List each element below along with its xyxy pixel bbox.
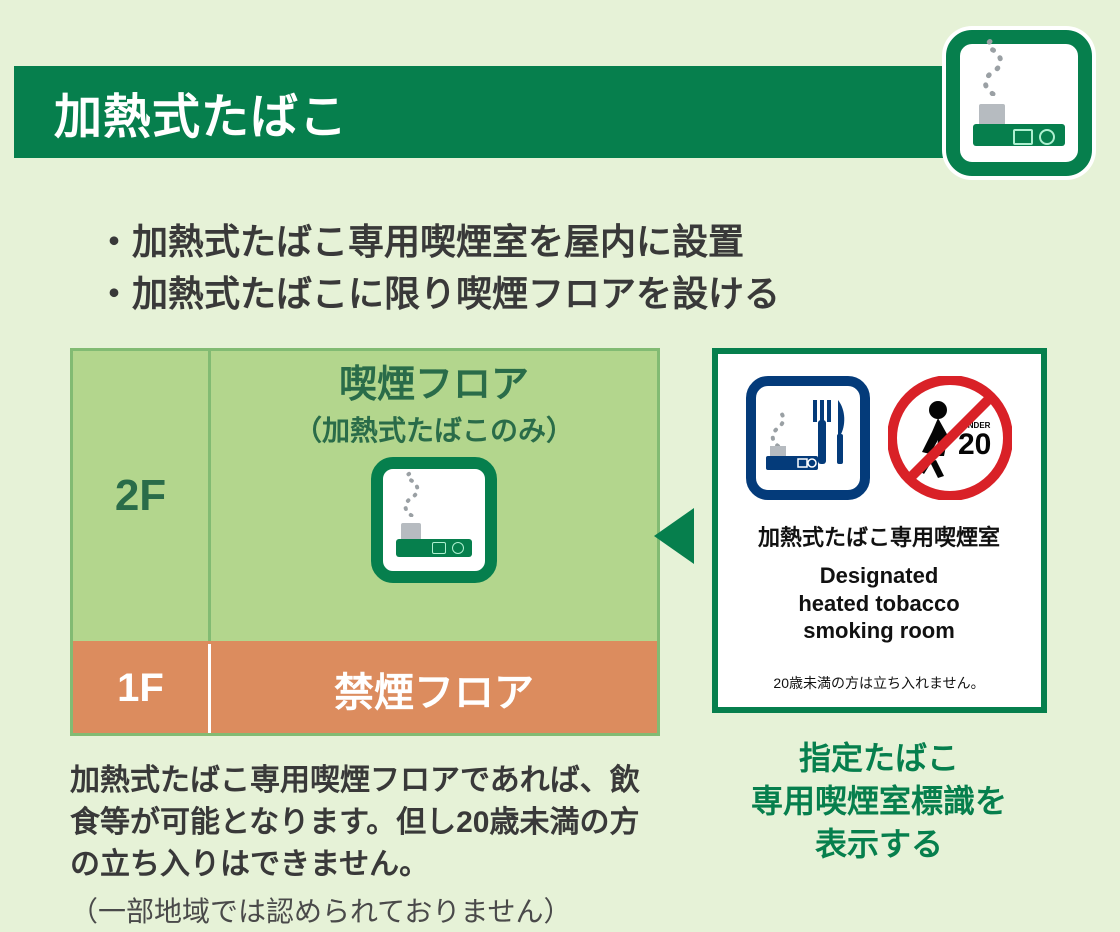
floor-caption: 加熱式たばこ専用喫煙フロアであれば、飲食等が可能となります。但し20歳未満の方の…: [70, 760, 660, 886]
floor-row-2f: 2F 喫煙フロア （加熱式たばこのみ）: [73, 351, 657, 641]
sign-room-en-line: heated tobacco: [798, 591, 959, 616]
sign-room-en-line: smoking room: [803, 618, 955, 643]
sign-under20-note: 20歳未満の方は立ち入れません。: [773, 673, 984, 693]
sign-column: UNDER 20 加熱式たばこ専用喫煙室 Designated heated t…: [692, 348, 1066, 866]
floor-2f-title: 喫煙フロア: [339, 365, 529, 407]
floor-label-1f: 1F: [73, 644, 211, 733]
floor-label-2f: 2F: [73, 351, 211, 641]
svg-text:20: 20: [958, 428, 991, 461]
heated-tobacco-icon-card-small: [371, 457, 497, 583]
sign-room-name-jp: 加熱式たばこ専用喫煙室: [758, 520, 1000, 552]
bullet-item: ・加熱式たばこに限り喫煙フロアを設ける: [96, 268, 780, 320]
header-bar: 加熱式たばこ: [14, 66, 952, 158]
designated-room-sign: UNDER 20 加熱式たばこ専用喫煙室 Designated heated t…: [712, 348, 1047, 713]
heated-tobacco-icon: [396, 539, 472, 557]
heated-tobacco-dining-icon: [746, 376, 870, 500]
callout-arrow-icon: [654, 508, 694, 564]
sign-room-name-en: Designated heated tobacco smoking room: [798, 562, 959, 645]
sign-room-en-line: Designated: [820, 563, 939, 588]
floor-caption-note: （一部地域では認められておりません）: [70, 892, 660, 931]
sign-caption-line: 表示する: [815, 826, 943, 862]
sign-caption: 指定たばこ 専用喫煙室標識を 表示する: [751, 737, 1007, 867]
floor-body-1f: 禁煙フロア: [211, 644, 657, 733]
sign-caption-line: 指定たばこ: [799, 740, 959, 776]
main-area: 2F 喫煙フロア （加熱式たばこのみ）: [70, 348, 1066, 931]
smoke-icon: [394, 471, 440, 517]
floor-table: 2F 喫煙フロア （加熱式たばこのみ）: [70, 348, 660, 736]
floor-2f-subtitle: （加熱式たばこのみ）: [294, 409, 574, 449]
heated-tobacco-icon-card: [946, 30, 1092, 176]
no-under-20-icon: UNDER 20: [888, 376, 1012, 500]
bullet-list: ・加熱式たばこ専用喫煙室を屋内に設置 ・加熱式たばこに限り喫煙フロアを設ける: [96, 216, 780, 320]
sign-caption-line: 専用喫煙室標識を: [751, 783, 1007, 819]
floor-body-2f: 喫煙フロア （加熱式たばこのみ）: [211, 351, 657, 641]
floor-row-1f: 1F 禁煙フロア: [73, 641, 657, 733]
heated-tobacco-icon: [973, 124, 1065, 146]
header-title: 加熱式たばこ: [54, 77, 348, 147]
sign-icon-row: UNDER 20: [746, 376, 1012, 500]
bullet-item: ・加熱式たばこ専用喫煙室を屋内に設置: [96, 216, 780, 268]
floor-diagram-column: 2F 喫煙フロア （加熱式たばこのみ）: [70, 348, 660, 931]
smoke-icon: [971, 38, 1029, 96]
